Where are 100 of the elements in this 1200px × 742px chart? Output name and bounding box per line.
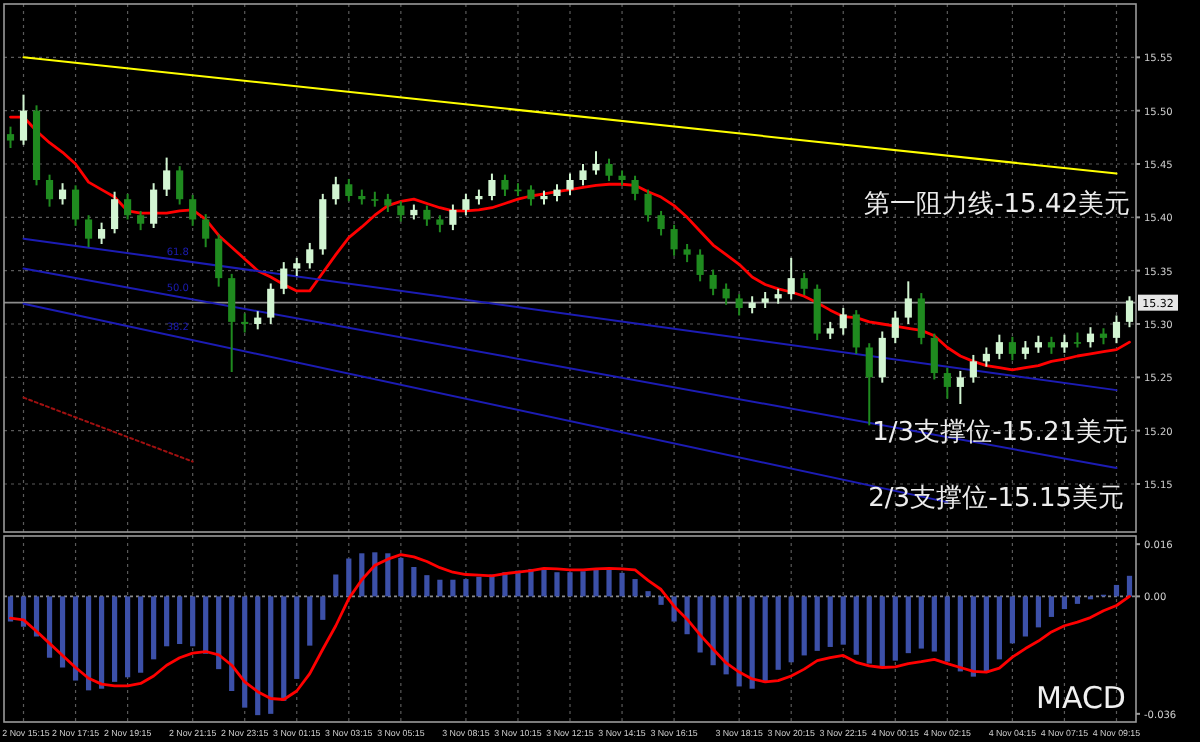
bar [619,572,625,597]
candlestick [839,307,847,336]
candlestick [865,342,873,427]
bar [424,575,430,597]
candlestick [852,309,860,355]
candlestick [670,223,678,257]
candlestick [956,369,964,405]
bar [736,596,742,687]
candlestick [696,248,704,283]
candlestick [1086,326,1095,349]
candlestick [579,163,587,187]
bar [1035,596,1042,628]
bar [216,596,222,670]
bar [983,596,989,673]
candlestick [722,282,730,306]
bar [320,596,326,620]
candlestick [878,330,886,384]
candlestick [189,193,197,227]
candlestick [657,209,665,237]
candlestick [423,204,431,227]
bar [307,596,313,646]
candlestick [969,353,977,384]
bar [645,591,651,597]
candlestick [605,157,613,183]
bar [892,596,898,661]
bar [437,579,443,597]
bar [905,596,911,654]
candlestick [800,271,808,297]
bar [476,576,482,597]
bar [164,596,170,647]
candlestick [1021,340,1029,361]
candlestick [449,203,457,232]
bar [333,574,339,597]
candlestick [345,177,353,203]
bar [853,596,859,655]
bar [879,596,885,667]
candlestick [163,156,171,197]
bar [1022,596,1028,637]
candlestick [1060,333,1069,354]
candlestick [683,243,691,264]
candlestick [19,93,28,146]
bar [658,596,664,605]
candlestick [71,184,80,227]
candlestick [6,125,15,149]
bar [918,596,924,649]
bar [827,596,833,647]
annotation: 第一阻力线-15.42美元 [864,188,1130,220]
bar [840,596,846,645]
bar [1074,596,1081,604]
candlestick [787,256,795,301]
candlestick [943,366,951,400]
bar [203,596,209,654]
bar [125,596,131,678]
candlestick [293,256,301,277]
bar [931,596,937,652]
candlestick [917,292,925,346]
candlestick [1125,295,1134,329]
bar [580,571,586,597]
bar [463,579,469,597]
candlestick [137,209,145,232]
bar [723,596,729,675]
candlestick [98,221,106,245]
candlestick [1112,314,1121,345]
bar [138,596,144,673]
bar [593,569,599,597]
bar [1113,584,1120,597]
bar [268,596,274,714]
bar [632,579,638,597]
candlestick [462,192,470,217]
bar [72,596,79,681]
bar [255,596,261,716]
bar [177,596,183,645]
candlestick [45,173,54,208]
bar [801,596,807,656]
bar [190,596,196,647]
candlestick [176,165,184,206]
candlestick [631,174,639,202]
bar [1126,575,1133,597]
bar [749,596,755,689]
bar [450,579,456,597]
bar [1048,596,1055,617]
candlestick [124,192,132,221]
bar [151,596,157,660]
candlestick [267,282,275,325]
bar [957,596,963,672]
candlestick [813,283,821,341]
candlestick [228,272,236,373]
candlestick [332,175,340,206]
bar [996,596,1002,660]
candlestick [85,214,93,249]
bar [554,572,560,597]
candlestick [111,190,119,235]
candlestick [982,346,990,368]
bar [294,596,300,679]
candlestick [527,184,535,207]
candlestick [280,261,288,296]
candlestick [202,213,210,249]
candlestick [488,172,496,202]
candlestick [995,333,1003,361]
bar [606,568,612,597]
